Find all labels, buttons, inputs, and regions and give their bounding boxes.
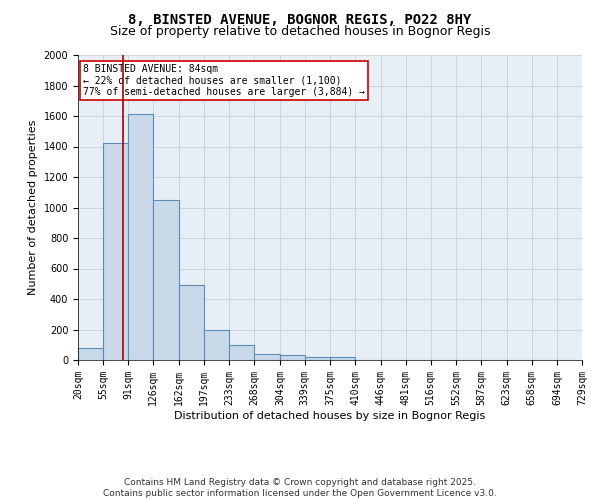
Y-axis label: Number of detached properties: Number of detached properties bbox=[28, 120, 38, 295]
Bar bbox=[78, 348, 103, 360]
X-axis label: Distribution of detached houses by size in Bognor Regis: Distribution of detached houses by size … bbox=[175, 410, 485, 420]
Bar bbox=[154, 200, 179, 360]
Text: 8 BINSTED AVENUE: 84sqm
← 22% of detached houses are smaller (1,100)
77% of semi: 8 BINSTED AVENUE: 84sqm ← 22% of detache… bbox=[83, 64, 365, 98]
Text: Size of property relative to detached houses in Bognor Regis: Size of property relative to detached ho… bbox=[110, 25, 490, 38]
Bar bbox=[305, 357, 331, 360]
Bar bbox=[229, 345, 254, 360]
Bar bbox=[204, 330, 229, 360]
Bar bbox=[128, 114, 154, 360]
Bar bbox=[179, 286, 204, 360]
Bar bbox=[280, 356, 305, 360]
Bar bbox=[331, 357, 355, 360]
Text: 8, BINSTED AVENUE, BOGNOR REGIS, PO22 8HY: 8, BINSTED AVENUE, BOGNOR REGIS, PO22 8H… bbox=[128, 12, 472, 26]
Bar bbox=[103, 144, 128, 360]
Text: Contains HM Land Registry data © Crown copyright and database right 2025.
Contai: Contains HM Land Registry data © Crown c… bbox=[103, 478, 497, 498]
Bar bbox=[254, 354, 280, 360]
